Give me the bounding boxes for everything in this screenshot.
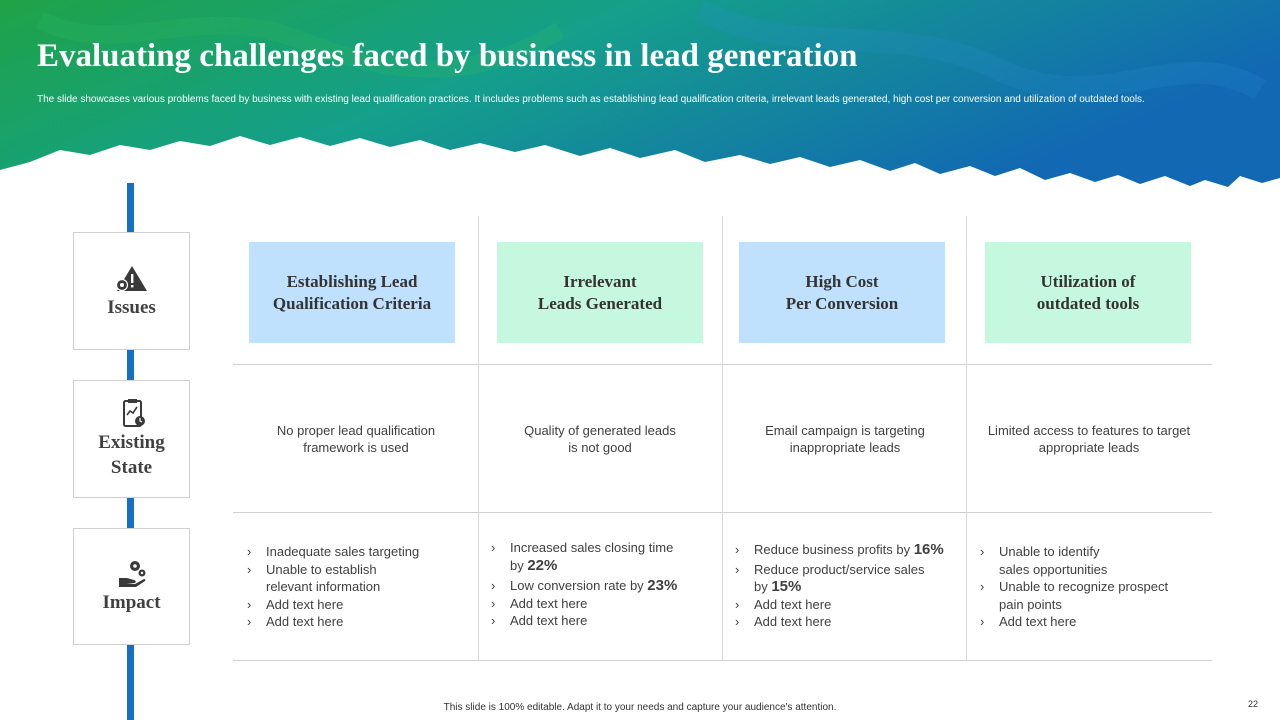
impact-item: Reduce product/service sales by 15% <box>735 561 963 596</box>
page-subtitle: The slide showcases various problems fac… <box>37 94 1145 105</box>
row-label-text: Issues <box>107 296 156 318</box>
existing-state-text: Limited access to features to target app… <box>987 423 1191 455</box>
impact-item: Add text here <box>491 595 716 613</box>
column-divider <box>478 216 479 660</box>
row-divider <box>233 660 1212 661</box>
row-label-issues: Issues <box>73 232 190 350</box>
header-banner: Evaluating challenges faced by business … <box>0 0 1280 200</box>
existing-state-text: Quality of generated leads is not good <box>524 423 676 455</box>
column-divider <box>722 216 723 660</box>
issue-heading-high-cost: High Cost Per Conversion <box>739 242 945 343</box>
page-number: 22 <box>1248 699 1259 709</box>
warning-gear-icon <box>115 265 147 291</box>
impact-item-text: Increased sales closing time by <box>510 540 674 573</box>
impact-item-text: Reduce product/service sales by <box>754 561 925 595</box>
impact-percentage: 22% <box>527 556 558 574</box>
impact-list: Increased sales closing time by 22% Low … <box>491 539 716 630</box>
impact-item: Add text here <box>491 612 716 630</box>
footer-note: This slide is 100% editable. Adapt it to… <box>443 702 837 713</box>
row-label-text: Existing State <box>98 432 165 478</box>
impact-item: Unable to recognize prospect pain points <box>980 578 1205 613</box>
impact-list: Unable to identify sales opportunities U… <box>980 543 1205 631</box>
impact-item: Add text here <box>247 596 472 614</box>
banner-background <box>0 0 1280 187</box>
timeline-line <box>127 183 134 233</box>
impact-item: Reduce business profits by 16% <box>735 541 963 559</box>
clipboard-chart-icon <box>122 399 145 427</box>
impact-item-text: Reduce business profits by <box>754 542 914 557</box>
page-title: Evaluating challenges faced by business … <box>37 38 858 74</box>
row-label-existing-state: Existing State <box>73 380 190 498</box>
impact-percentage: 16% <box>913 541 944 558</box>
impact-item: Increased sales closing time by 22% <box>491 539 716 574</box>
issue-heading-irrelevant-leads: Irrelevant Leads Generated <box>497 242 703 343</box>
impact-percentage: 15% <box>771 578 802 595</box>
impact-item: Unable to identify sales opportunities <box>980 543 1205 578</box>
issue-heading-outdated-tools: Utilization of outdated tools <box>985 242 1191 343</box>
impact-percentage: 23% <box>647 577 678 594</box>
existing-state-text: No proper lead qualification framework i… <box>276 423 436 455</box>
impact-item: Add text here <box>735 596 963 614</box>
impact-item: Inadequate sales targeting <box>247 543 472 561</box>
row-label-impact: Impact <box>73 528 190 645</box>
impact-list: Inadequate sales targeting Unable to est… <box>247 543 472 631</box>
impact-item: Unable to establish relevant information <box>247 561 472 596</box>
column-divider <box>966 216 967 660</box>
hand-gears-icon <box>118 561 145 587</box>
row-label-text: Impact <box>102 592 161 613</box>
impact-item-text: Low conversion rate by <box>510 578 648 593</box>
impact-item: Low conversion rate by 23% <box>491 577 716 595</box>
issue-heading-lead-criteria: Establishing Lead Qualification Criteria <box>249 242 455 343</box>
impact-item: Add text here <box>735 613 963 631</box>
impact-list: Reduce business profits by 16% Reduce pr… <box>735 541 963 631</box>
timeline-line <box>127 644 134 720</box>
existing-state-text: Email campaign is targeting inappropriat… <box>765 423 925 455</box>
timeline-line <box>127 349 134 381</box>
timeline-line <box>127 497 134 529</box>
impact-item: Add text here <box>980 613 1205 631</box>
impact-item: Add text here <box>247 613 472 631</box>
